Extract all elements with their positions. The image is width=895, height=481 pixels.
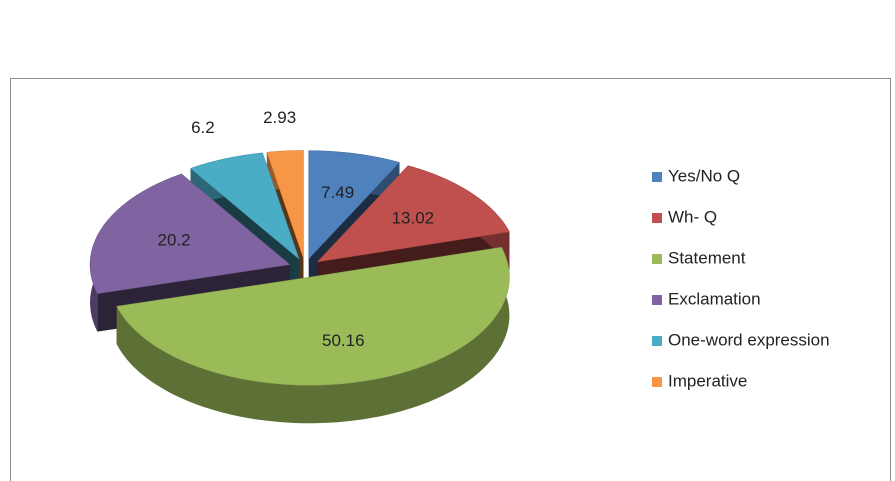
legend-label: One-word expression <box>668 330 830 349</box>
legend-marker <box>652 213 662 223</box>
data-label: 2.93 <box>263 108 296 127</box>
legend-label: Yes/No Q <box>668 166 740 185</box>
data-label: 50.16 <box>322 331 365 350</box>
data-label: 20.2 <box>158 230 191 249</box>
data-label: 7.49 <box>321 183 354 202</box>
chart: 7.49 13.02 50.16 20.2 6.2 2.93 Yes/No Q Wh- Q S… <box>0 0 895 481</box>
legend-label: Wh- Q <box>668 207 717 226</box>
legend-marker <box>652 172 662 182</box>
data-label: 6.2 <box>191 118 215 137</box>
legend-label: Exclamation <box>668 289 761 308</box>
legend-label: Statement <box>668 248 746 267</box>
legend-marker <box>652 336 662 346</box>
legend-label: Imperative <box>668 371 747 390</box>
page: 7.49 13.02 50.16 20.2 6.2 2.93 Yes/No Q Wh- Q S… <box>0 0 895 481</box>
legend-marker <box>652 377 662 387</box>
legend-marker <box>652 295 662 305</box>
data-label: 13.02 <box>392 209 435 228</box>
legend-marker <box>652 254 662 264</box>
